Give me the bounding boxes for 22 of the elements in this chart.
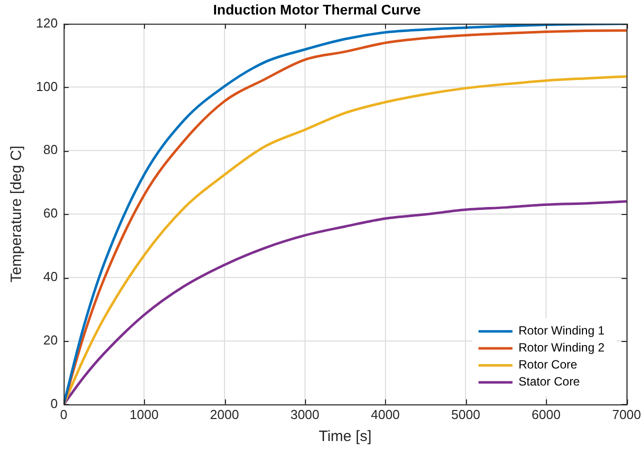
chart-title: Induction Motor Thermal Curve xyxy=(213,1,422,18)
y-tick-label: 0 xyxy=(50,396,58,411)
x-tick-label: 4000 xyxy=(370,406,400,422)
x-tick-label: 1000 xyxy=(130,406,159,422)
y-tick-label: 100 xyxy=(36,78,58,94)
y-tick-label: 80 xyxy=(43,142,58,158)
y-tick-label: 20 xyxy=(43,332,58,348)
x-tick-label: 0 xyxy=(60,406,68,422)
x-tick-label: 5000 xyxy=(451,406,480,422)
x-tick-label: 2000 xyxy=(210,406,239,422)
x-tick-label: 7000 xyxy=(612,406,641,422)
y-tick-label: 120 xyxy=(36,15,58,30)
legend-label: Rotor Winding 1 xyxy=(518,324,605,338)
x-tick-label: 3000 xyxy=(290,406,320,422)
legend-label: Rotor Winding 2 xyxy=(518,340,605,355)
legend-label: Rotor Core xyxy=(518,358,578,372)
x-axis-title: Time [s] xyxy=(318,428,372,446)
y-tick-label: 40 xyxy=(43,269,58,284)
y-axis-title: Temperature [deg C] xyxy=(8,146,26,282)
legend-label: Stator Core xyxy=(518,374,580,389)
y-tick-label: 60 xyxy=(43,206,58,221)
x-tick-label: 6000 xyxy=(532,406,561,422)
